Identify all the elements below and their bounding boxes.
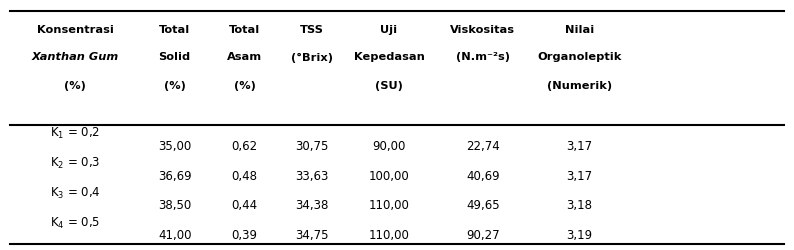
Text: 34,75: 34,75 bbox=[295, 229, 329, 242]
Text: Asam: Asam bbox=[227, 52, 262, 62]
Text: Nilai: Nilai bbox=[565, 25, 594, 35]
Text: Kepedasan: Kepedasan bbox=[353, 52, 425, 62]
Text: (%): (%) bbox=[64, 81, 87, 91]
Text: $\mathregular{K_{3}}$ = 0,4: $\mathregular{K_{3}}$ = 0,4 bbox=[50, 186, 101, 201]
Text: Konsentrasi: Konsentrasi bbox=[37, 25, 114, 35]
Text: Total: Total bbox=[229, 25, 260, 35]
Text: 0,62: 0,62 bbox=[232, 140, 257, 153]
Text: Solid: Solid bbox=[159, 52, 191, 62]
Text: 110,00: 110,00 bbox=[368, 229, 410, 242]
Text: 33,63: 33,63 bbox=[295, 170, 329, 182]
Text: (N.m⁻²s): (N.m⁻²s) bbox=[456, 52, 510, 62]
Text: (%): (%) bbox=[233, 81, 256, 91]
Text: Xanthan Gum: Xanthan Gum bbox=[32, 52, 119, 62]
Text: Total: Total bbox=[159, 25, 191, 35]
Text: Uji: Uji bbox=[380, 25, 398, 35]
Text: 30,75: 30,75 bbox=[295, 140, 329, 153]
Text: 3,17: 3,17 bbox=[567, 140, 592, 153]
Text: $\mathregular{K_{4}}$ = 0,5: $\mathregular{K_{4}}$ = 0,5 bbox=[50, 216, 101, 230]
Text: (Numerik): (Numerik) bbox=[547, 81, 612, 91]
Text: (%): (%) bbox=[164, 81, 186, 91]
Text: 90,00: 90,00 bbox=[372, 140, 406, 153]
Text: $\mathregular{K_{2}}$ = 0,3: $\mathregular{K_{2}}$ = 0,3 bbox=[50, 156, 101, 171]
Text: 3,19: 3,19 bbox=[567, 229, 592, 242]
Text: 40,69: 40,69 bbox=[466, 170, 499, 182]
Text: 34,38: 34,38 bbox=[295, 199, 329, 212]
Text: 90,27: 90,27 bbox=[466, 229, 499, 242]
Text: 38,50: 38,50 bbox=[158, 199, 191, 212]
Text: Organoleptik: Organoleptik bbox=[538, 52, 622, 62]
Text: 0,39: 0,39 bbox=[232, 229, 257, 242]
Text: 0,48: 0,48 bbox=[232, 170, 257, 182]
Text: 3,18: 3,18 bbox=[567, 199, 592, 212]
Text: 0,44: 0,44 bbox=[232, 199, 257, 212]
Text: 35,00: 35,00 bbox=[158, 140, 191, 153]
Text: 22,74: 22,74 bbox=[466, 140, 499, 153]
Text: 49,65: 49,65 bbox=[466, 199, 499, 212]
Text: 3,17: 3,17 bbox=[567, 170, 592, 182]
Text: 100,00: 100,00 bbox=[368, 170, 410, 182]
Text: 110,00: 110,00 bbox=[368, 199, 410, 212]
Text: 36,69: 36,69 bbox=[158, 170, 191, 182]
Text: 41,00: 41,00 bbox=[158, 229, 191, 242]
Text: (°Brix): (°Brix) bbox=[291, 52, 333, 62]
Text: (SU): (SU) bbox=[375, 81, 403, 91]
Text: Viskositas: Viskositas bbox=[450, 25, 515, 35]
Text: $\mathregular{K_{1}}$ = 0,2: $\mathregular{K_{1}}$ = 0,2 bbox=[50, 126, 101, 142]
Text: TSS: TSS bbox=[300, 25, 324, 35]
